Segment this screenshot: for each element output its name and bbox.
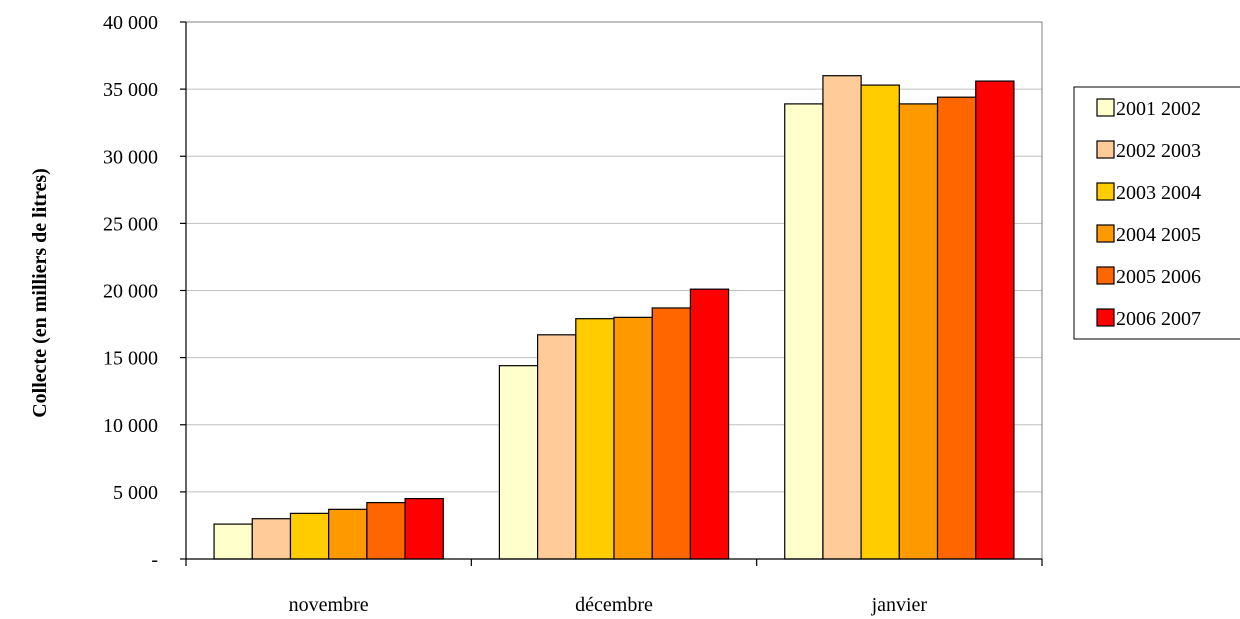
- y-tick-label: 40 000: [103, 12, 158, 34]
- y-tick-label: 25 000: [103, 213, 158, 235]
- bar: [651, 307, 692, 560]
- bar: [404, 497, 444, 560]
- bar: [328, 508, 368, 560]
- x-category-labels: novembre décembre janvier: [289, 594, 928, 616]
- bar: [251, 518, 292, 560]
- legend-label: 2001 2002: [1116, 98, 1201, 120]
- legend-swatch: [1096, 224, 1115, 243]
- y-tick-label: -: [151, 549, 158, 571]
- legend-swatch: [1096, 98, 1115, 117]
- legend-swatch: [1096, 182, 1115, 201]
- legend-swatch: [1096, 308, 1115, 327]
- axes: [180, 21, 1043, 566]
- bar: [213, 523, 253, 560]
- legend-label: 2002 2003: [1116, 140, 1201, 162]
- x-category-label: novembre: [289, 594, 369, 616]
- y-tick-label: 5 000: [113, 482, 158, 504]
- bars: [213, 75, 1015, 560]
- bar: [689, 288, 730, 560]
- bar: [822, 75, 862, 560]
- bar: [936, 96, 977, 560]
- y-tick-label: 35 000: [103, 79, 158, 101]
- x-category-label: janvier: [871, 594, 928, 616]
- bar: [784, 103, 824, 560]
- legend: 2001 2002 2002 2003 2003 2004 2004 2005 2005…: [1073, 86, 1240, 340]
- bar: [898, 103, 939, 560]
- bar: [498, 365, 539, 560]
- bar: [613, 316, 653, 560]
- y-tick-label: 20 000: [103, 281, 158, 303]
- bar: [575, 318, 615, 560]
- bar: [366, 502, 406, 560]
- legend-box: [1073, 86, 1240, 340]
- bar: [536, 334, 577, 560]
- y-axis-label: Collecte (en milliers de litres): [29, 168, 51, 418]
- x-category-label: décembre: [575, 594, 653, 616]
- bar: [860, 84, 900, 560]
- legend-label: 2003 2004: [1116, 182, 1201, 204]
- y-tick-label: 30 000: [103, 146, 158, 168]
- bar: [975, 80, 1015, 560]
- y-tick-label: 10 000: [103, 415, 158, 437]
- legend-label: 2006 2007: [1116, 308, 1201, 330]
- legend-label: 2004 2005: [1116, 224, 1201, 246]
- legend-swatch: [1096, 140, 1115, 159]
- legend-label: 2005 2006: [1116, 266, 1201, 288]
- legend-swatch: [1096, 266, 1115, 285]
- bar: [289, 512, 330, 560]
- y-tick-labels: - 5 000 10 000 15 000 20 000 25 000 30 000 35 0…: [103, 12, 158, 571]
- y-tick-label: 15 000: [103, 348, 158, 370]
